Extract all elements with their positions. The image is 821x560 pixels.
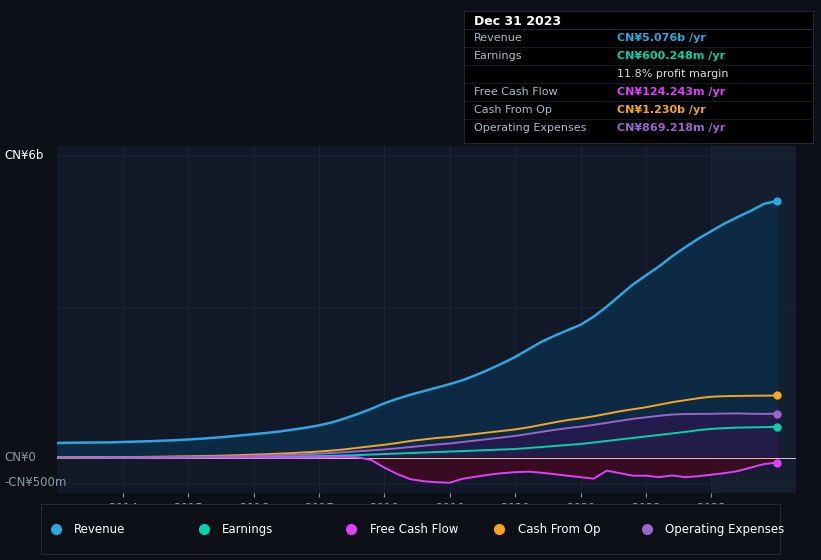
Text: CN¥0: CN¥0 [4,451,36,464]
Text: -CN¥500m: -CN¥500m [4,476,67,489]
Text: Operating Expenses: Operating Expenses [666,522,785,536]
Text: Free Cash Flow: Free Cash Flow [475,87,558,97]
Text: CN¥600.248m /yr: CN¥600.248m /yr [617,52,726,61]
Text: Earnings: Earnings [222,522,273,536]
Text: CN¥1.230b /yr: CN¥1.230b /yr [617,105,706,115]
Text: Operating Expenses: Operating Expenses [475,123,587,133]
Text: 11.8% profit margin: 11.8% profit margin [617,69,729,80]
Text: Dec 31 2023: Dec 31 2023 [475,15,562,27]
Text: CN¥124.243m /yr: CN¥124.243m /yr [617,87,726,97]
Text: Earnings: Earnings [475,52,523,61]
Text: CN¥869.218m /yr: CN¥869.218m /yr [617,123,726,133]
Text: Revenue: Revenue [475,33,523,43]
Text: Free Cash Flow: Free Cash Flow [370,522,458,536]
Text: CN¥5.076b /yr: CN¥5.076b /yr [617,33,706,43]
Text: Cash From Op: Cash From Op [475,105,553,115]
Text: Revenue: Revenue [75,522,126,536]
Text: Cash From Op: Cash From Op [518,522,600,536]
Bar [711,146,810,493]
Text: CN¥6b: CN¥6b [4,149,44,162]
